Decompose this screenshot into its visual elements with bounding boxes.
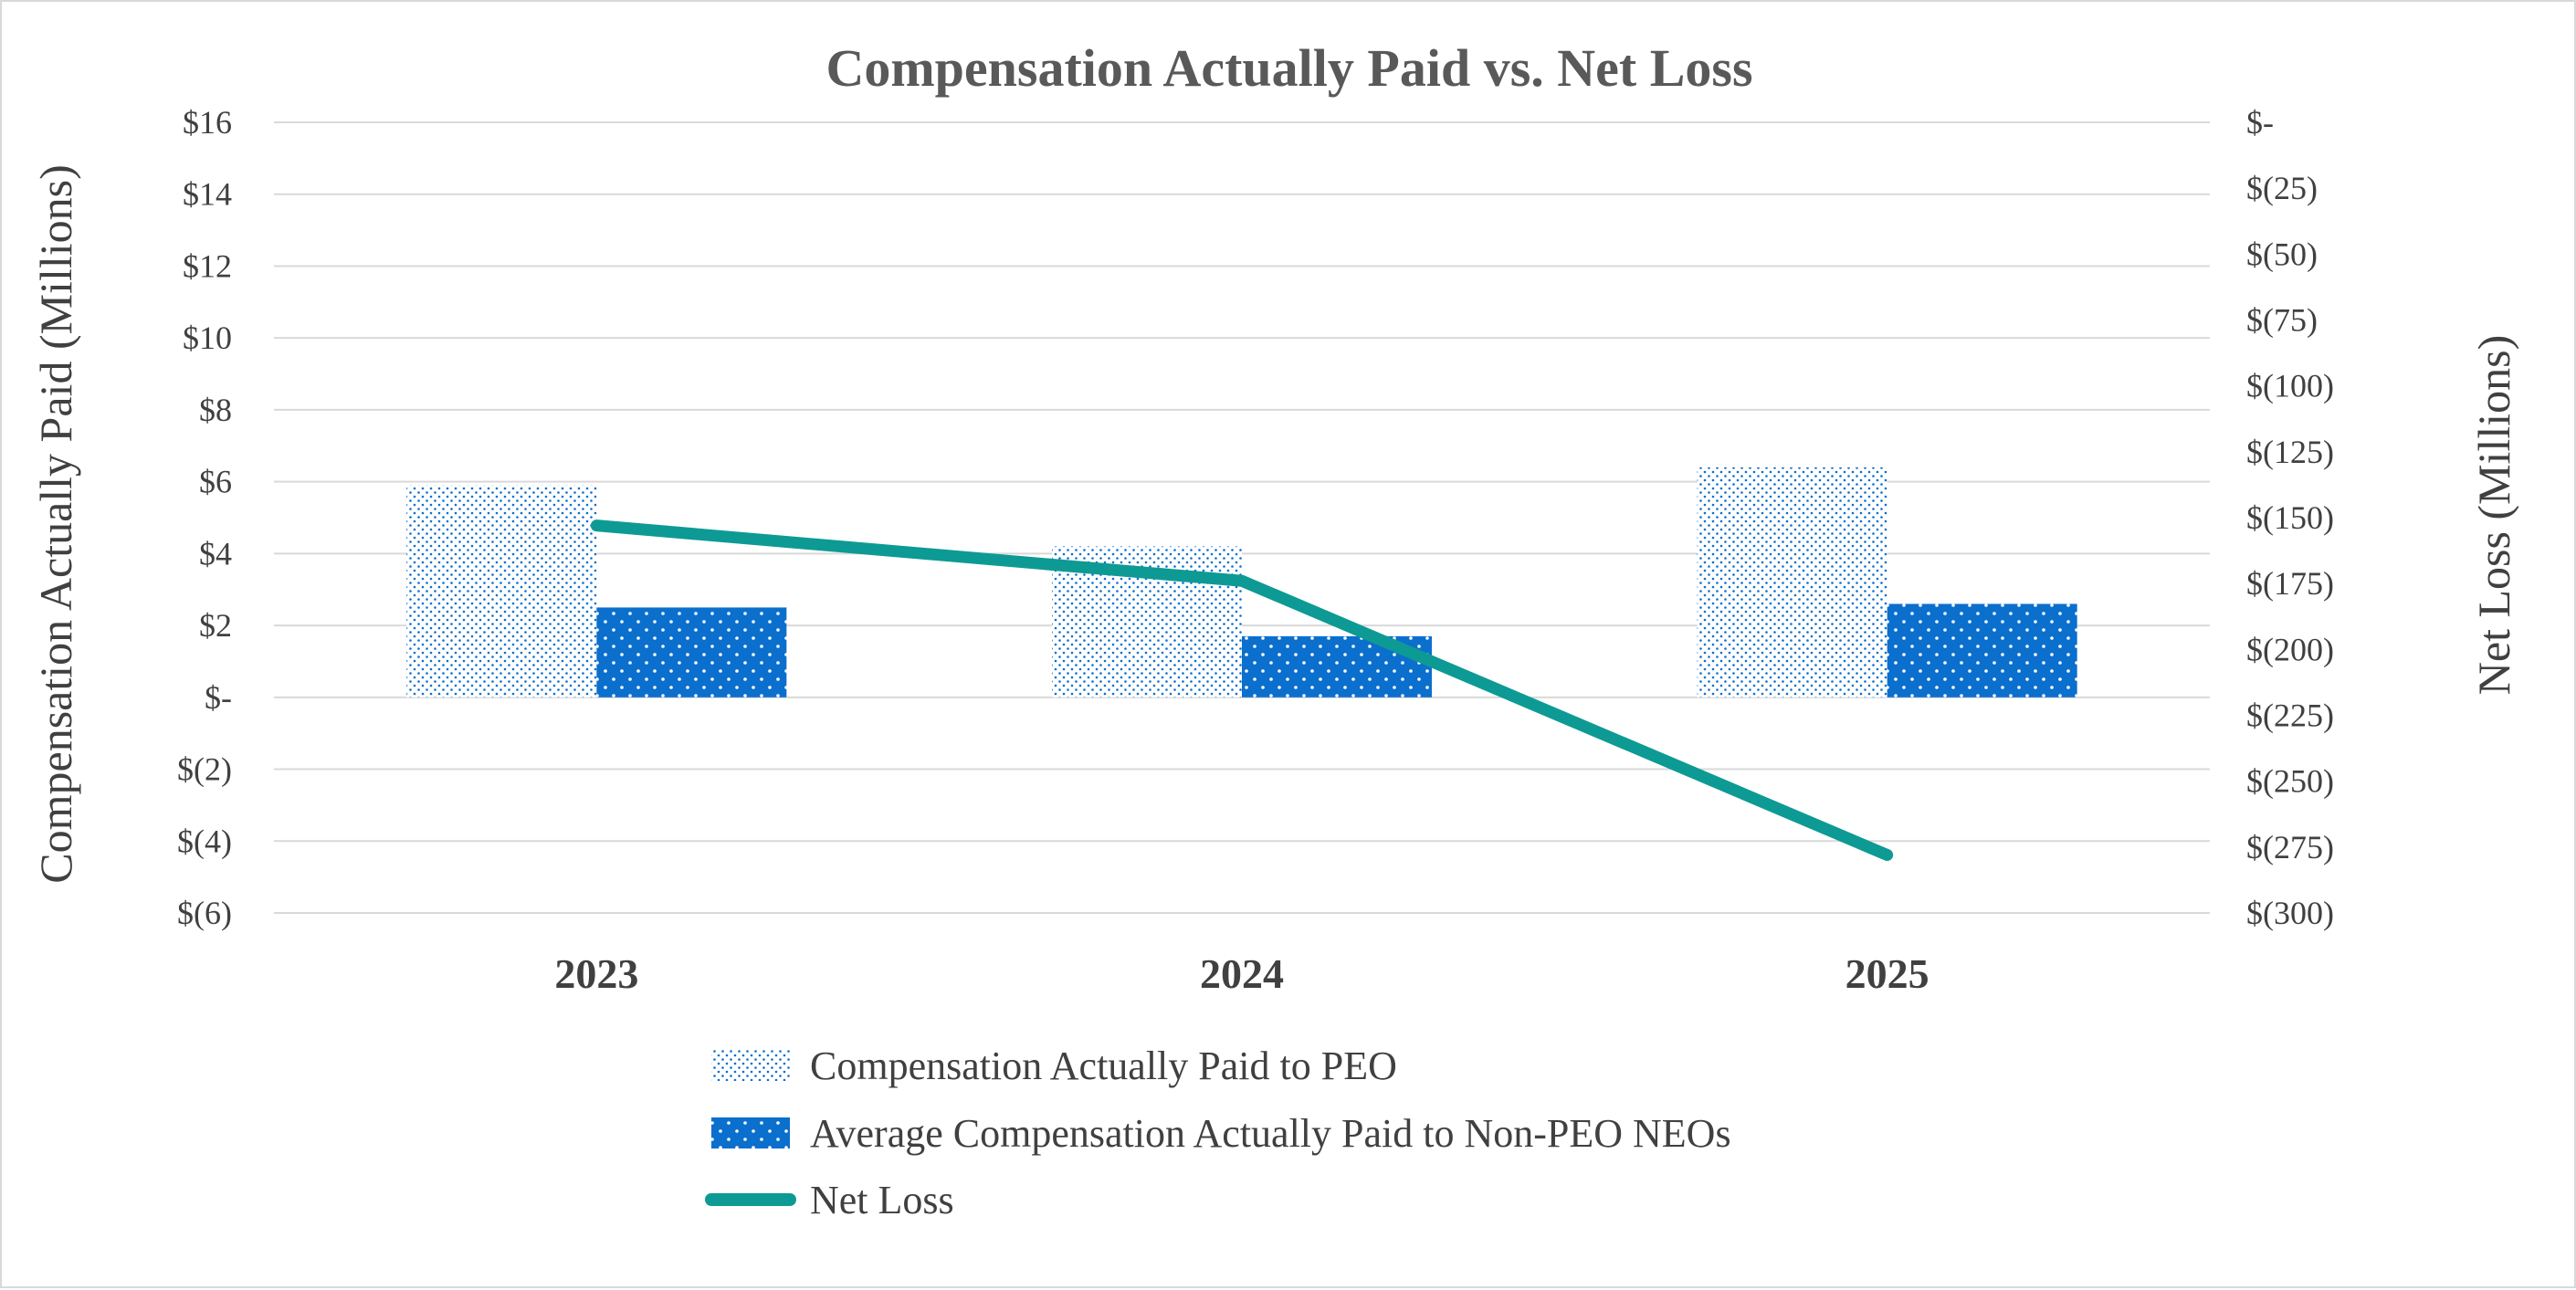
left-tick-label: $(2) bbox=[177, 751, 232, 788]
left-tick-label: $4 bbox=[199, 535, 232, 572]
right-tick-label: $(250) bbox=[2246, 763, 2334, 800]
net-loss-line-layer bbox=[590, 519, 1894, 861]
legend-label-peo: Compensation Actually Paid to PEO bbox=[810, 1044, 1397, 1088]
legend-label-non-peo: Average Compensation Actually Paid to No… bbox=[810, 1111, 1731, 1156]
legend-label-net-loss: Net Loss bbox=[810, 1178, 954, 1222]
legend-item-net-loss: Net Loss bbox=[705, 1178, 954, 1222]
category-label: 2024 bbox=[1200, 950, 1284, 997]
right-axis-ticks: $- $(25) $(50) $(75) $(100) $(125) $(150) $(175… bbox=[2246, 104, 2334, 931]
legend-item-peo: Compensation Actually Paid to PEO bbox=[711, 1044, 1397, 1088]
right-tick-label: $(75) bbox=[2246, 302, 2318, 339]
net-loss-point bbox=[1886, 854, 1888, 856]
category-labels: 2023 2024 2025 bbox=[554, 950, 1929, 997]
right-tick-label: $(150) bbox=[2246, 499, 2334, 536]
net-loss-point bbox=[595, 524, 598, 527]
left-axis-ticks: $16 $14 $12 $10 $8 $6 $4 $2 $- $(2) $(4) $(6) bbox=[177, 104, 232, 931]
legend-swatch-non-peo bbox=[711, 1117, 790, 1148]
right-tick-label: $(200) bbox=[2246, 631, 2334, 667]
left-tick-label: $(4) bbox=[177, 823, 232, 859]
left-tick-label: $14 bbox=[183, 176, 232, 213]
net-loss-point bbox=[1241, 580, 1243, 582]
left-tick-label: $10 bbox=[183, 320, 232, 356]
left-axis-title: Compensation Actually Paid (Millions) bbox=[30, 164, 81, 883]
category-label: 2023 bbox=[554, 950, 638, 997]
left-tick-label: $6 bbox=[199, 464, 232, 500]
bar-non-peo bbox=[596, 607, 787, 697]
bar-peo bbox=[1697, 467, 1887, 697]
bars bbox=[406, 467, 2077, 697]
left-tick-label: $2 bbox=[199, 607, 232, 644]
legend-item-non-peo: Average Compensation Actually Paid to No… bbox=[711, 1111, 1731, 1156]
legend: Compensation Actually Paid to PEO Averag… bbox=[705, 1044, 1731, 1222]
left-tick-label: $- bbox=[205, 679, 232, 716]
right-tick-label: $(25) bbox=[2246, 170, 2318, 206]
right-tick-label: $(225) bbox=[2246, 697, 2334, 734]
left-tick-label: $8 bbox=[199, 392, 232, 428]
right-tick-label: $(275) bbox=[2246, 829, 2334, 865]
right-tick-label: $(50) bbox=[2246, 236, 2318, 272]
right-tick-label: $(300) bbox=[2246, 895, 2334, 931]
left-tick-label: $12 bbox=[183, 247, 232, 284]
category-label: 2025 bbox=[1845, 950, 1929, 997]
right-tick-label: $(125) bbox=[2246, 434, 2334, 470]
right-tick-label: $(175) bbox=[2246, 565, 2334, 602]
right-tick-label: $(100) bbox=[2246, 368, 2334, 404]
right-tick-label: $- bbox=[2246, 104, 2274, 141]
bar-non-peo bbox=[1887, 603, 2077, 697]
right-axis-title: Net Loss (Millions) bbox=[2468, 335, 2519, 695]
left-tick-label: $(6) bbox=[177, 895, 232, 931]
chart-title: Compensation Actually Paid vs. Net Loss bbox=[825, 38, 1752, 98]
left-tick-label: $16 bbox=[183, 104, 232, 141]
legend-swatch-peo bbox=[711, 1050, 790, 1081]
bar-peo bbox=[406, 485, 597, 697]
